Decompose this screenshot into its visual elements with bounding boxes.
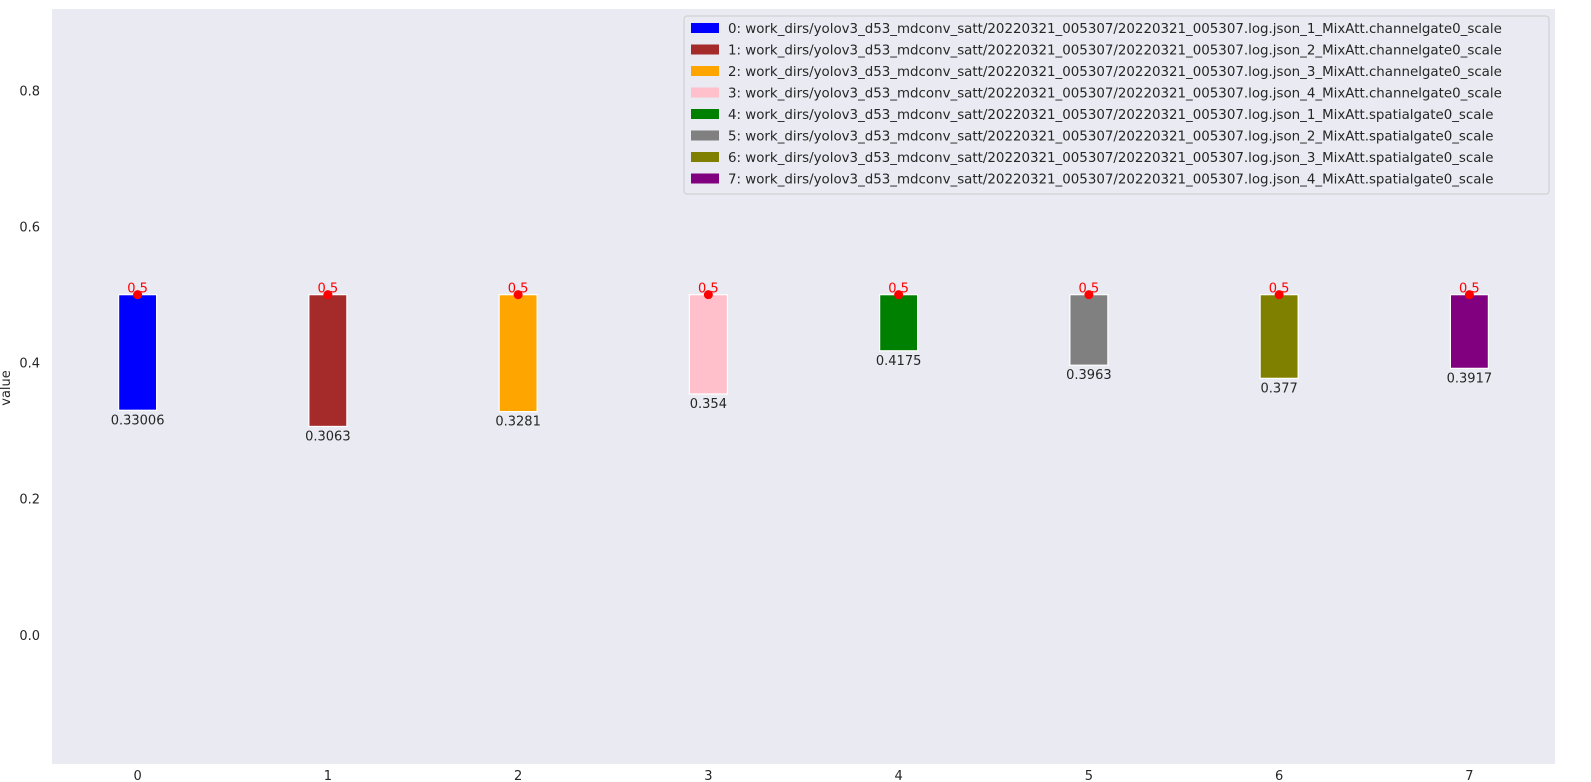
- x-tick-label: 4: [894, 769, 902, 782]
- top-value-label: 0.5: [1459, 282, 1480, 297]
- legend-label: 2: work_dirs/yolov3_d53_mdconv_satt/2022…: [728, 65, 1502, 80]
- y-axis-label: value: [0, 370, 14, 406]
- legend-label: 7: work_dirs/yolov3_d53_mdconv_satt/2022…: [728, 173, 1493, 188]
- x-tick-label: 1: [324, 769, 332, 782]
- bar: [879, 294, 919, 352]
- legend-swatch: [691, 109, 719, 119]
- y-tick-label: 0.0: [19, 629, 40, 644]
- legend-swatch: [691, 173, 719, 184]
- legend-swatch: [691, 87, 719, 98]
- x-tick-label: 6: [1275, 769, 1283, 782]
- y-tick-label: 0.2: [19, 493, 40, 508]
- x-tick-label: 3: [704, 769, 712, 782]
- top-value-label: 0.5: [318, 282, 339, 297]
- legend-label: 0: work_dirs/yolov3_d53_mdconv_satt/2022…: [728, 22, 1502, 37]
- y-ticks: 0.0 0.2 0.4 0.6 0.8: [19, 85, 40, 644]
- legend-swatch: [691, 66, 719, 76]
- x-ticks: 0 1 2 3 4 5 6 7: [133, 769, 1473, 782]
- x-tick-label: 2: [514, 769, 522, 782]
- bars: 0.5 0.33006 0.5 0.3063 0.5 0.3281 0.5 0.354 0.5 0…: [111, 282, 1492, 445]
- y-tick-label: 0.4: [19, 357, 40, 372]
- bar-value-label: 0.354: [690, 397, 727, 412]
- bar-value-label: 0.3963: [1066, 368, 1112, 383]
- bar: [1069, 294, 1109, 366]
- legend-box: [683, 15, 1550, 195]
- bar-value-label: 0.3917: [1447, 371, 1493, 386]
- y-tick-label: 0.6: [19, 221, 40, 236]
- top-value-label: 0.5: [508, 282, 529, 297]
- top-marker: [323, 290, 333, 300]
- top-marker: [513, 290, 523, 300]
- legend-swatch: [691, 44, 719, 55]
- top-value-label: 0.5: [1079, 282, 1100, 297]
- top-value-label: 0.5: [127, 282, 148, 297]
- bar-value-label: 0.377: [1261, 381, 1298, 396]
- bar-value-label: 0.4175: [876, 354, 922, 369]
- x-tick-label: 0: [133, 769, 141, 782]
- legend-swatch: [691, 23, 719, 33]
- x-tick-label: 7: [1465, 769, 1473, 782]
- legend-swatch: [691, 130, 719, 141]
- bar: [1259, 294, 1299, 379]
- bar: [308, 294, 348, 428]
- legend-swatch: [691, 152, 719, 162]
- bar-value-label: 0.3063: [305, 429, 351, 444]
- top-marker: [1464, 290, 1474, 300]
- bar-value-label: 0.3281: [495, 415, 541, 430]
- top-marker: [1084, 290, 1094, 300]
- legend-label: 4: work_dirs/yolov3_d53_mdconv_satt/2022…: [728, 108, 1493, 123]
- top-value-label: 0.5: [888, 282, 909, 297]
- bar: [1449, 294, 1489, 369]
- x-tick-label: 5: [1085, 769, 1093, 782]
- bar: [118, 294, 158, 411]
- legend-label: 3: work_dirs/yolov3_d53_mdconv_satt/2022…: [728, 87, 1502, 102]
- top-value-label: 0.5: [1269, 282, 1290, 297]
- top-marker: [703, 290, 713, 300]
- legend: 0: work_dirs/yolov3_d53_mdconv_satt/2022…: [683, 15, 1550, 195]
- bar: [688, 294, 728, 395]
- legend-label: 5: work_dirs/yolov3_d53_mdconv_satt/2022…: [728, 130, 1493, 145]
- legend-label: 1: work_dirs/yolov3_d53_mdconv_satt/2022…: [728, 44, 1502, 59]
- top-value-label: 0.5: [698, 282, 719, 297]
- legend-label: 6: work_dirs/yolov3_d53_mdconv_satt/2022…: [728, 151, 1493, 166]
- y-tick-label: 0.8: [19, 85, 40, 100]
- top-marker: [894, 290, 904, 300]
- bar: [498, 294, 538, 413]
- top-marker: [133, 290, 143, 300]
- bar-value-label: 0.33006: [111, 413, 165, 428]
- top-marker: [1274, 290, 1284, 300]
